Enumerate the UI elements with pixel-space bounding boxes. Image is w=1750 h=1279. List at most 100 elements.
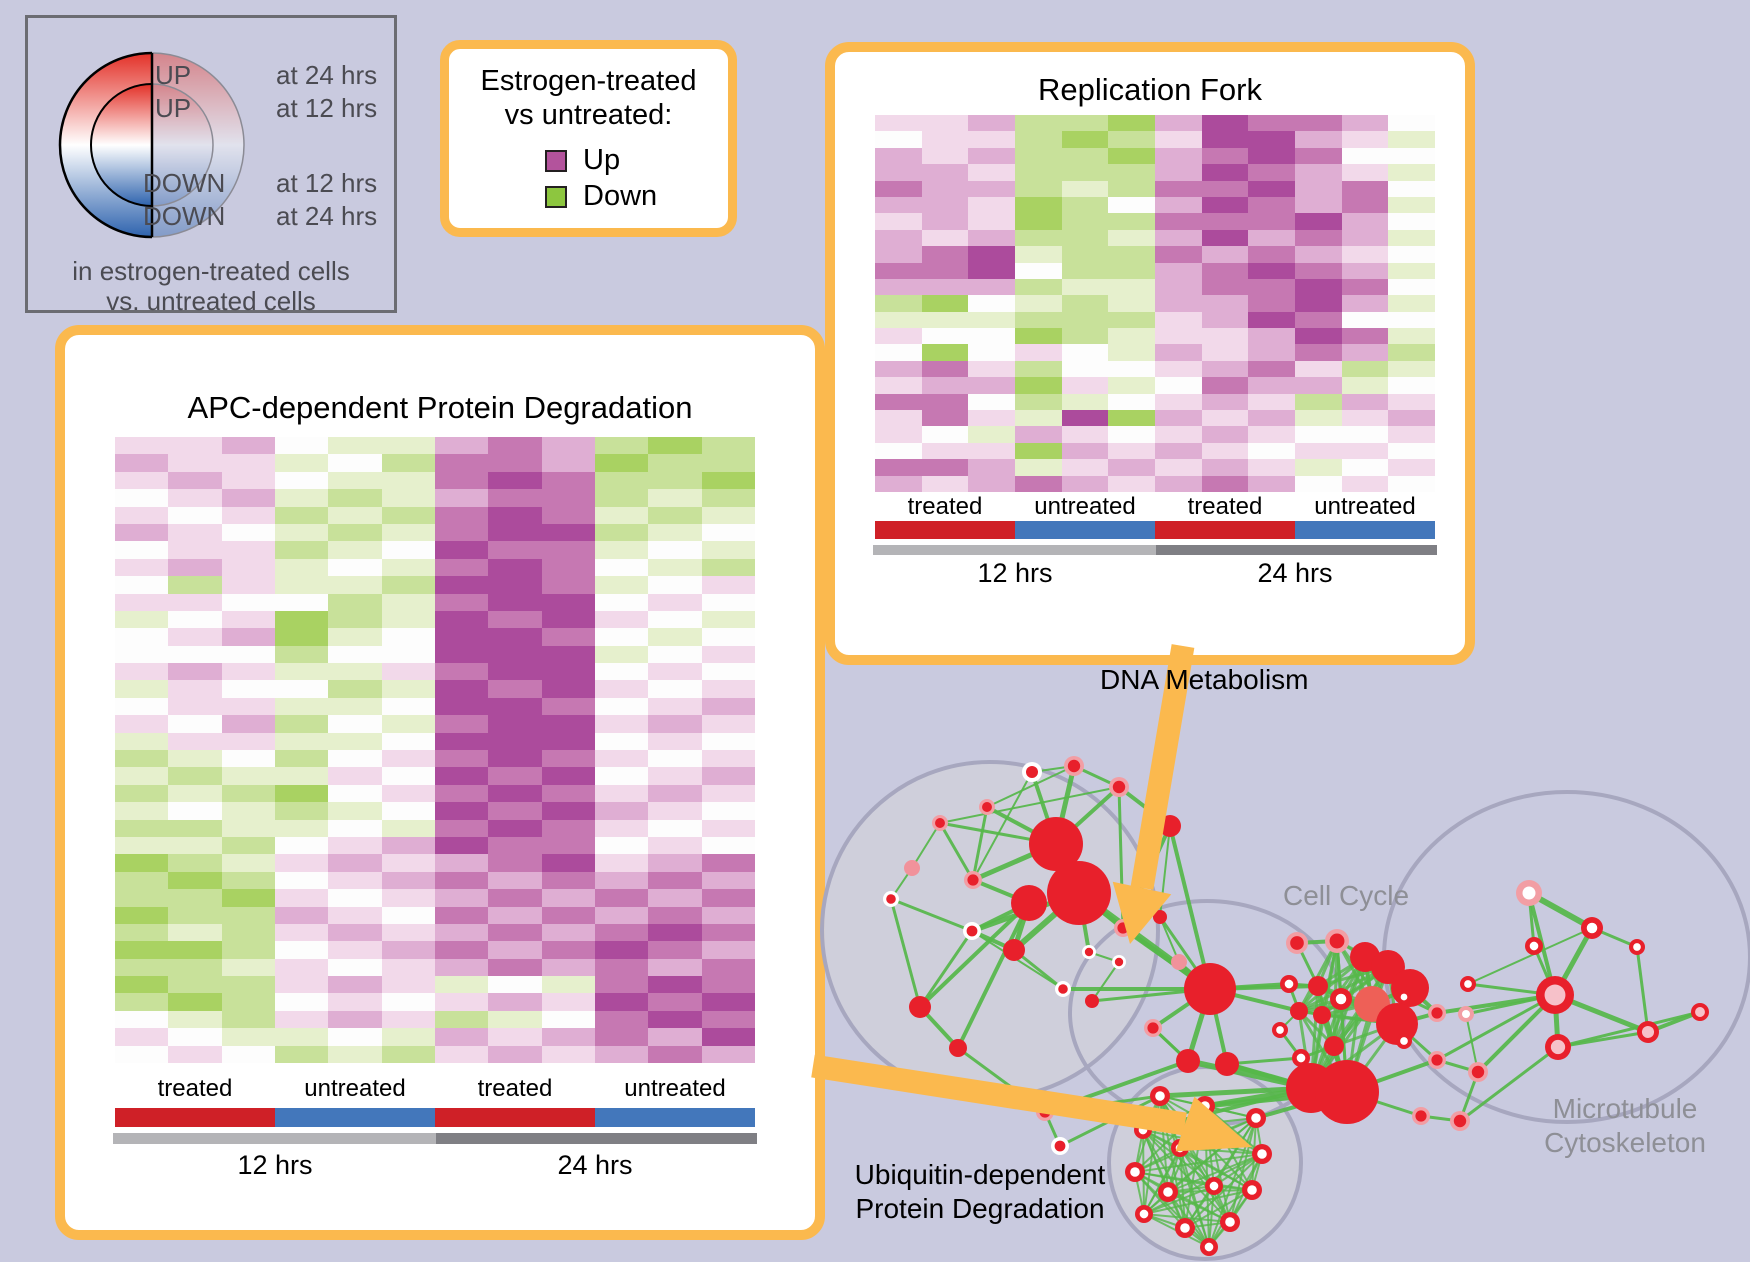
heatmap-cell bbox=[701, 906, 755, 924]
heatmap-cell bbox=[1388, 246, 1435, 263]
heatmap-cell bbox=[1015, 410, 1062, 427]
heatmap-cell bbox=[1341, 196, 1389, 214]
heatmap-cell bbox=[381, 750, 435, 768]
heatmap-cell bbox=[221, 889, 275, 907]
heatmap-cell bbox=[875, 180, 922, 197]
heatmap-cell bbox=[701, 802, 755, 820]
heatmap-cell bbox=[1201, 459, 1249, 476]
heatmap-cell bbox=[701, 941, 755, 959]
heatmap-cell bbox=[701, 819, 755, 837]
heatmap-cell bbox=[434, 976, 489, 994]
heatmap-cell bbox=[221, 697, 275, 716]
heatmap-cell bbox=[1108, 180, 1155, 197]
heatmap-cell bbox=[1248, 393, 1295, 411]
heatmap-cell bbox=[1248, 377, 1295, 394]
heatmap-cell bbox=[1388, 442, 1435, 460]
heatmap-cell bbox=[328, 750, 382, 768]
heatmap-cell bbox=[115, 437, 169, 455]
network-node-core bbox=[1139, 1209, 1149, 1219]
heatmap-cell bbox=[381, 1028, 435, 1046]
heatmap-cell bbox=[921, 442, 969, 460]
heatmap-cell bbox=[1388, 262, 1435, 279]
heatmap-cell bbox=[115, 750, 169, 768]
network-edge bbox=[1142, 1129, 1215, 1187]
heatmap-cell bbox=[1155, 426, 1202, 443]
heatmap-cell bbox=[1341, 475, 1389, 492]
heatmap-cell bbox=[648, 941, 702, 959]
heatmap-cell bbox=[1248, 213, 1295, 230]
heatmap-cell bbox=[1108, 295, 1155, 312]
heatmap-cell bbox=[701, 993, 755, 1011]
heatmap-cell bbox=[648, 610, 702, 629]
heatmap-cell bbox=[328, 802, 382, 820]
heatmap-cell bbox=[1155, 131, 1202, 148]
heatmap-cell bbox=[648, 628, 702, 646]
heatmap-cell bbox=[381, 941, 435, 959]
heatmap-cell bbox=[434, 628, 489, 646]
network-node-core bbox=[966, 925, 978, 937]
heatmap-cell bbox=[701, 558, 755, 577]
estrogen-legend-box: Estrogen-treated vs untreated: Up Down bbox=[440, 40, 737, 237]
heatmap-cell bbox=[221, 541, 275, 559]
heatmap-cell bbox=[221, 437, 275, 455]
network-edge bbox=[1167, 1153, 1263, 1193]
heatmap-cell bbox=[1341, 278, 1389, 296]
heatmap-cell bbox=[541, 558, 595, 577]
heatmap-cell bbox=[381, 506, 435, 524]
heatmap-cell bbox=[701, 1010, 755, 1029]
heatmap-cell bbox=[434, 732, 489, 750]
heatmap-cell bbox=[594, 610, 649, 629]
heatmap-cell bbox=[1155, 442, 1202, 460]
heatmap-cell bbox=[648, 454, 702, 472]
heatmap-cell bbox=[1388, 377, 1435, 394]
heatmap-cell bbox=[1295, 410, 1342, 427]
heatmap-cell bbox=[648, 993, 702, 1011]
heatmap-cell bbox=[1388, 115, 1435, 132]
heatmap-cell bbox=[274, 941, 329, 959]
heatmap-cell bbox=[875, 262, 922, 279]
heatmap-cell bbox=[274, 663, 329, 681]
heatmap-cell bbox=[1341, 442, 1389, 460]
heatmap-cell bbox=[1108, 377, 1155, 394]
ring-at24-label: at 24 hrs bbox=[276, 60, 378, 90]
heatmap-cell bbox=[1201, 246, 1249, 263]
heatmap-cell bbox=[648, 923, 702, 942]
heatmap-cell bbox=[1248, 426, 1295, 443]
heatmap-cell bbox=[1341, 213, 1389, 230]
network-node-core bbox=[1400, 993, 1408, 1001]
heatmap-cell bbox=[1295, 278, 1342, 296]
heatmap-cell bbox=[328, 1045, 382, 1063]
heatmap-cell bbox=[434, 593, 489, 611]
heatmap-cell bbox=[1388, 213, 1435, 230]
heatmap-cell bbox=[1248, 311, 1295, 329]
heatmap-cell bbox=[274, 1028, 329, 1046]
heatmap-cell bbox=[648, 680, 702, 698]
heatmap-cell bbox=[1201, 360, 1249, 378]
heatmap-cell bbox=[921, 131, 969, 148]
network-node-core bbox=[967, 874, 979, 886]
heatmap-cell bbox=[274, 958, 329, 977]
heatmap-cell bbox=[875, 328, 922, 345]
heatmap-cell bbox=[701, 854, 755, 872]
heatmap-cell bbox=[274, 576, 329, 594]
heatmap-cell bbox=[115, 576, 169, 594]
heatmap-cell bbox=[594, 541, 649, 559]
heatmap-cell bbox=[381, 645, 435, 664]
network-node bbox=[1003, 939, 1025, 961]
heatmap-cell bbox=[274, 906, 329, 924]
heatmap-cell bbox=[1108, 131, 1155, 148]
heatmap-cell bbox=[115, 836, 169, 855]
heatmap-cell bbox=[434, 489, 489, 507]
heatmap-cell bbox=[221, 680, 275, 698]
heatmap-cell bbox=[1015, 229, 1062, 247]
heatmap-cell bbox=[968, 426, 1015, 443]
heatmap-cell bbox=[115, 645, 169, 664]
heatmap-cell bbox=[1015, 328, 1062, 345]
heatmap-cell bbox=[541, 871, 595, 890]
up-color-swatch bbox=[545, 149, 567, 172]
heatmap-cell bbox=[434, 663, 489, 681]
network-node-core bbox=[1544, 984, 1566, 1006]
heatmap-cell bbox=[1201, 410, 1249, 427]
heatmap-cell bbox=[115, 1028, 169, 1046]
heatmap-cell bbox=[381, 976, 435, 994]
